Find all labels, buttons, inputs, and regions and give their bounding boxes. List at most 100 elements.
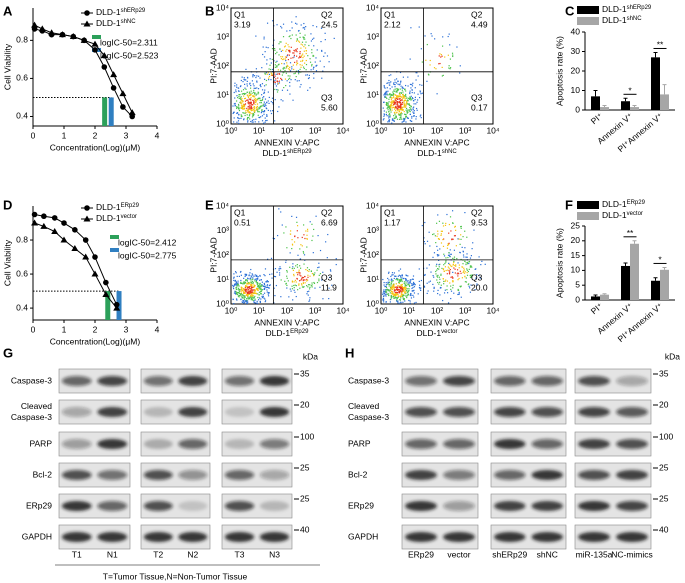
band [259, 376, 290, 386]
x-axis-label: ANNEXIN V:APC [254, 317, 319, 327]
marker [110, 71, 118, 78]
dot [254, 96, 256, 98]
dot [471, 276, 473, 278]
band [405, 501, 437, 511]
band [61, 501, 92, 511]
dot [313, 45, 315, 47]
dot [409, 281, 411, 283]
dot [265, 281, 267, 283]
dot [254, 285, 256, 287]
dot [389, 106, 391, 109]
dot [462, 254, 465, 256]
dot [266, 284, 269, 286]
dot [278, 272, 281, 274]
dot [255, 76, 257, 79]
dot [447, 243, 449, 245]
marker [51, 215, 58, 221]
dot [457, 262, 459, 264]
dot [264, 98, 267, 100]
dot [384, 291, 386, 293]
marker [110, 85, 117, 91]
dot [249, 114, 251, 116]
dot [385, 113, 388, 116]
dot [397, 296, 399, 299]
dot [263, 38, 265, 40]
dot [448, 267, 450, 269]
dot [419, 90, 421, 92]
x-tick-label: 10⁴ [336, 305, 349, 315]
dot [240, 114, 242, 116]
sample-label: DLD-1shERp29 [262, 148, 312, 158]
dot [290, 290, 292, 292]
dot [291, 239, 293, 241]
dot [409, 119, 411, 122]
dot [295, 50, 297, 52]
dot [418, 280, 420, 283]
dot [257, 114, 259, 116]
dot [256, 283, 258, 285]
dot [239, 289, 241, 291]
dot [468, 262, 470, 265]
band [259, 470, 290, 480]
dot [311, 239, 313, 242]
dot [306, 74, 309, 76]
bar [591, 296, 600, 300]
dot [460, 225, 462, 228]
dot [293, 52, 295, 54]
dot [400, 85, 402, 87]
dot [251, 119, 253, 121]
x-tick-label: 1 [62, 130, 67, 140]
dot [313, 228, 315, 231]
dot [240, 290, 242, 292]
dot [441, 45, 444, 47]
dot [448, 67, 450, 69]
dot [248, 275, 250, 277]
marker [48, 29, 56, 36]
dot [307, 55, 309, 57]
dot [406, 295, 408, 297]
dot [389, 104, 391, 107]
dot [249, 290, 251, 293]
dot [394, 113, 396, 115]
dot [271, 277, 273, 279]
dot [396, 107, 398, 109]
dot [254, 299, 256, 302]
dot [397, 302, 399, 304]
dot [236, 121, 238, 123]
dot [295, 75, 297, 78]
dot [471, 266, 473, 268]
dot [401, 285, 404, 288]
dot [243, 288, 245, 290]
plot-frame [230, 7, 344, 125]
dot [458, 264, 460, 266]
dot [248, 106, 250, 108]
dot [257, 296, 259, 299]
dot [401, 99, 403, 101]
dot [245, 285, 247, 287]
dot [437, 289, 439, 292]
dot [249, 290, 251, 292]
dot [264, 73, 266, 75]
dot [247, 291, 249, 293]
dot [389, 96, 391, 99]
dot [276, 234, 279, 237]
dot [298, 73, 300, 75]
dot [261, 284, 263, 286]
dot [286, 247, 288, 249]
dot [428, 231, 430, 233]
band [178, 501, 208, 511]
dot [262, 105, 264, 107]
dot [390, 287, 392, 289]
dot [407, 100, 409, 102]
dot [253, 114, 255, 116]
dot [386, 87, 388, 89]
dot [301, 41, 304, 43]
dot [446, 213, 448, 216]
dot [438, 268, 440, 270]
dot [395, 289, 397, 291]
dot [404, 106, 407, 108]
dot [238, 97, 240, 100]
dot [394, 106, 397, 108]
dot [415, 103, 417, 105]
